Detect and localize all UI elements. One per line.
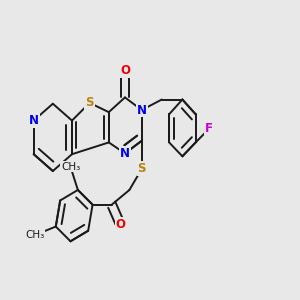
Text: F: F	[205, 122, 213, 136]
Text: O: O	[120, 64, 130, 76]
Text: S: S	[85, 96, 94, 110]
Text: CH₃: CH₃	[26, 230, 45, 240]
Text: N: N	[29, 114, 39, 127]
Text: N: N	[120, 147, 130, 160]
Text: CH₃: CH₃	[61, 162, 80, 172]
Text: O: O	[116, 218, 126, 231]
Text: N: N	[137, 103, 147, 116]
Text: S: S	[137, 162, 146, 176]
